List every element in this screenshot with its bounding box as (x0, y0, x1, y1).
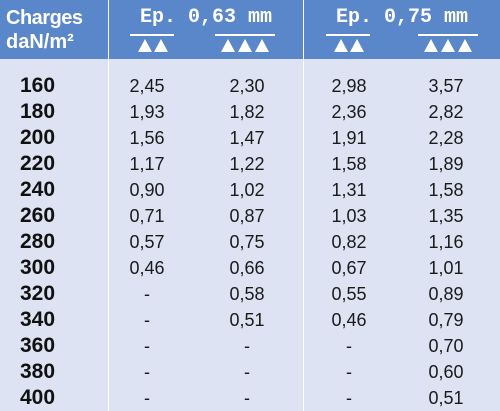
span-value: 0,71 (129, 206, 165, 226)
span-value: 0,87 (229, 206, 265, 226)
group-label-063: Ep. 0,63 mm (139, 6, 273, 29)
span-value: - (244, 388, 250, 408)
charge-value: 300 (20, 256, 56, 279)
span-value: 0,70 (428, 336, 464, 356)
charge-value: 400 (20, 386, 56, 409)
table-row: 220 1,17 1,22 1,58 1,89 (0, 151, 500, 177)
span-value: 0,60 (428, 362, 464, 382)
group-header-063: Ep. 0,63 mm (109, 0, 303, 59)
span-value: - (244, 362, 250, 382)
span-value: - (144, 388, 150, 408)
span-value: - (244, 336, 250, 356)
span-value: 1,89 (428, 154, 464, 174)
table-row: 280 0,57 0,75 0,82 1,16 (0, 229, 500, 255)
span-value: - (144, 284, 150, 304)
span-value: - (144, 310, 150, 330)
table-row: 180 1,93 1,82 2,36 2,82 (0, 99, 500, 125)
span-value: 1,82 (229, 102, 265, 122)
span-value: 0,79 (428, 310, 464, 330)
unit-label: daN/m² (6, 31, 74, 53)
span-value: 2,36 (331, 102, 367, 122)
table-row: 240 0,90 1,02 1,31 1,58 (0, 177, 500, 203)
header-divider (108, 0, 109, 59)
span-value: 1,22 (229, 154, 265, 174)
span-value: 0,82 (331, 232, 367, 252)
span-value: 1,58 (428, 180, 464, 200)
two-triangles-icon (130, 34, 174, 56)
span-value: 1,56 (129, 128, 165, 148)
group-header-075: Ep. 0,75 mm (304, 0, 500, 59)
span-value: 2,30 (229, 76, 265, 96)
table-row: 200 1,56 1,47 1,91 2,28 (0, 125, 500, 151)
span-value: - (144, 336, 150, 356)
three-triangles-icon (418, 34, 478, 56)
span-value: 0,57 (129, 232, 165, 252)
span-value: 1,91 (331, 128, 367, 148)
charge-value: 160 (20, 74, 56, 97)
span-value: 0,75 (229, 232, 265, 252)
span-value: 1,17 (129, 154, 165, 174)
table-row: 380 - - - 0,60 (0, 359, 500, 385)
span-value: 0,55 (331, 284, 367, 304)
three-triangles-icon (215, 34, 275, 56)
span-value: 2,45 (129, 76, 165, 96)
table-row: 400 - - - 0,51 (0, 385, 500, 411)
span-value: 0,46 (129, 258, 165, 278)
charge-value: 240 (20, 178, 56, 201)
span-value: 3,57 (428, 76, 464, 96)
span-value: 1,31 (331, 180, 367, 200)
span-value: 1,03 (331, 206, 367, 226)
header-divider (303, 0, 304, 59)
charge-value: 220 (20, 152, 56, 175)
span-value: 0,51 (229, 310, 265, 330)
span-value: 1,16 (428, 232, 464, 252)
table-row: 360 - - - 0,70 (0, 333, 500, 359)
span-value: 0,89 (428, 284, 464, 304)
table-row: 260 0,71 0,87 1,03 1,35 (0, 203, 500, 229)
two-triangles-icon (326, 34, 370, 56)
charge-value: 360 (20, 334, 56, 357)
span-value: 0,58 (229, 284, 265, 304)
table-row: 160 2,45 2,30 2,98 3,57 (0, 73, 500, 99)
table-header: Charges daN/m² Ep. 0,63 mm Ep. 0,75 mm (0, 0, 500, 59)
table-row: 300 0,46 0,66 0,67 1,01 (0, 255, 500, 281)
span-value: 1,35 (428, 206, 464, 226)
charge-value: 260 (20, 204, 56, 227)
span-value: 0,90 (129, 180, 165, 200)
span-value: 1,93 (129, 102, 165, 122)
span-value: 2,28 (428, 128, 464, 148)
span-value: 0,66 (229, 258, 265, 278)
span-value: 1,01 (428, 258, 464, 278)
span-value: 0,51 (428, 388, 464, 408)
span-value: - (346, 362, 352, 382)
column-divider (303, 59, 304, 411)
charges-label: Charges (6, 7, 83, 29)
charge-value: 280 (20, 230, 56, 253)
table-body: 160 2,45 2,30 2,98 3,57 180 1,93 1,82 2,36 2,82 20… (0, 59, 500, 411)
span-value: 1,58 (331, 154, 367, 174)
column-divider (108, 59, 109, 411)
charge-value: 180 (20, 100, 56, 123)
span-value: - (346, 388, 352, 408)
span-value: - (144, 362, 150, 382)
span-value: 2,82 (428, 102, 464, 122)
span-value: 1,47 (229, 128, 265, 148)
charge-value: 380 (20, 360, 56, 383)
group-label-075: Ep. 0,75 mm (335, 6, 469, 29)
span-value: 0,67 (331, 258, 367, 278)
span-value: 0,46 (331, 310, 367, 330)
charge-value: 320 (20, 282, 56, 305)
table-row: 340 - 0,51 0,46 0,79 (0, 307, 500, 333)
span-value: 1,02 (229, 180, 265, 200)
charge-value: 340 (20, 308, 56, 331)
table-row: 320 - 0,58 0,55 0,89 (0, 281, 500, 307)
span-value: - (346, 336, 352, 356)
span-value: 2,98 (331, 76, 367, 96)
charges-header: Charges daN/m² (0, 0, 108, 59)
charge-value: 200 (20, 126, 56, 149)
